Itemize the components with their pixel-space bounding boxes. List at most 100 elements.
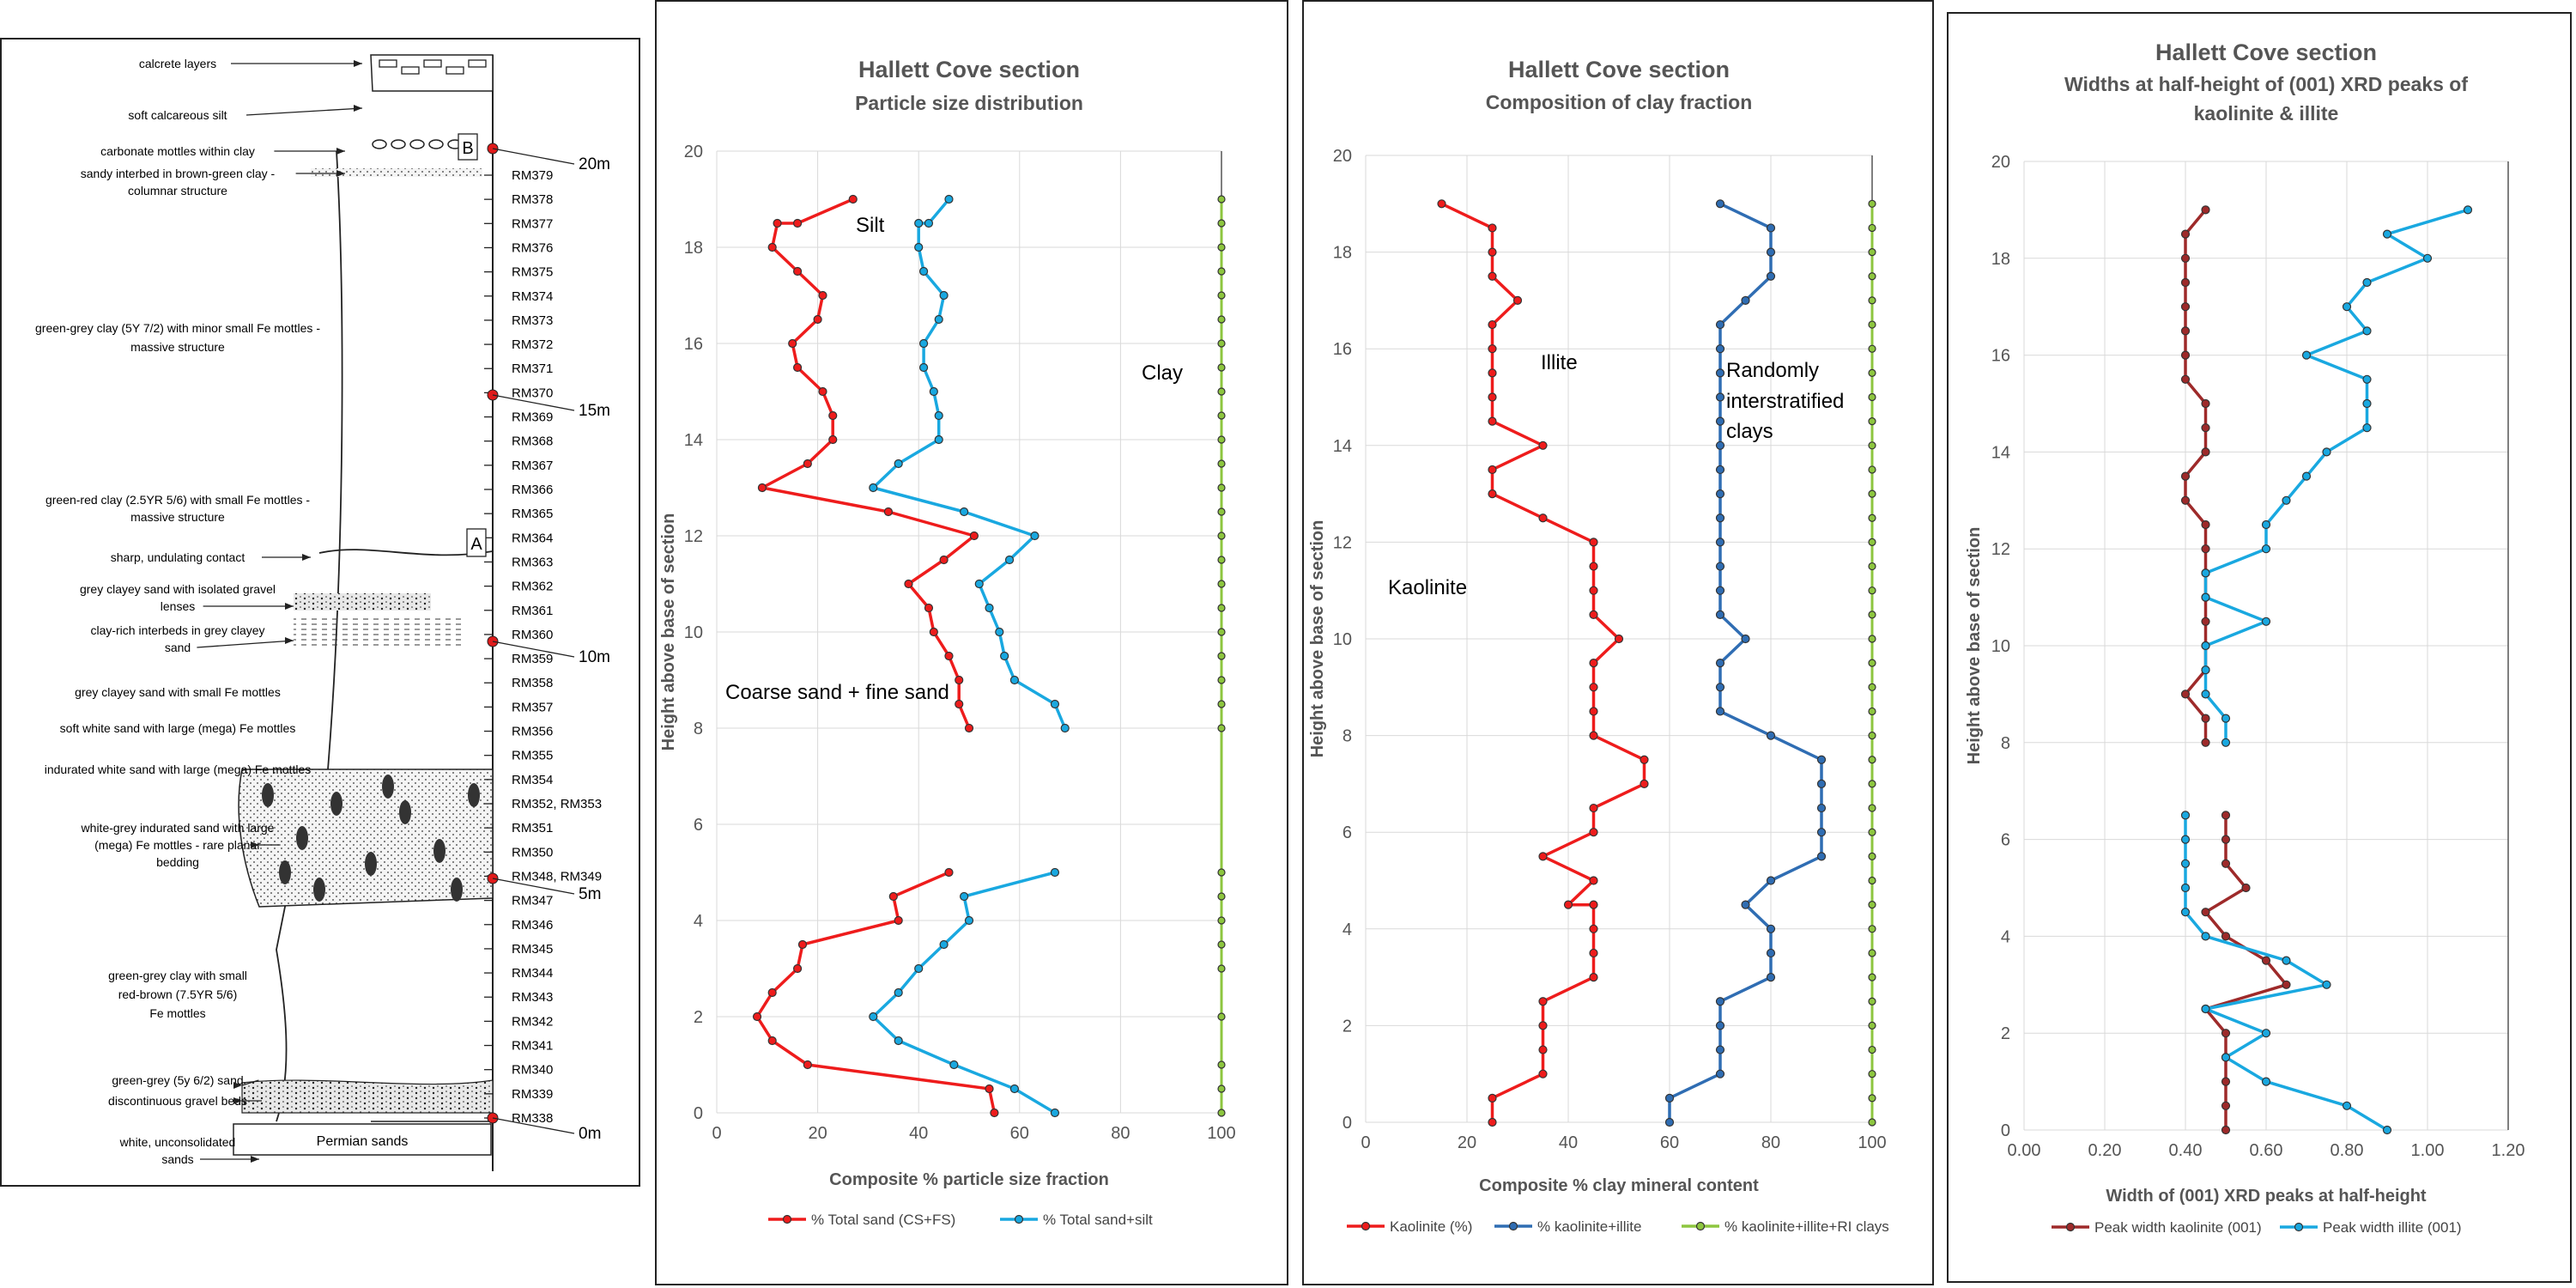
data-point (767, 1036, 777, 1046)
data-point (2180, 374, 2191, 384)
data-point (2180, 471, 2191, 481)
data-point (2201, 1004, 2210, 1014)
sample-label: RM347 (512, 894, 553, 908)
data-point (1715, 997, 1725, 1006)
data-point (1217, 604, 1226, 612)
data-point (2362, 423, 2372, 433)
arrow-head (336, 148, 345, 155)
sample-label: RM373 (512, 313, 553, 328)
fe-mottle (468, 783, 480, 807)
data-point (985, 603, 994, 613)
data-point (969, 531, 979, 541)
legend-label: Peak width kaolinite (001) (2094, 1219, 2262, 1236)
data-point (1868, 1045, 1876, 1054)
data-point (1868, 296, 1876, 305)
sample-label: RM370 (512, 386, 553, 400)
data-point (1741, 900, 1750, 909)
data-point (1766, 247, 1776, 257)
y-axis-label: Height above base of section (1308, 520, 1327, 758)
data-point (1217, 580, 1226, 588)
sample-label: RM348, RM349 (512, 869, 602, 884)
y-tick-label: 18 (1333, 244, 1352, 263)
x-tick-label: 40 (909, 1124, 928, 1143)
xrd-peak-width-chart: Hallett Cove section Widths at half-heigh… (1965, 39, 2524, 1236)
data-point (2342, 1101, 2352, 1110)
data-point (792, 218, 803, 228)
unit-a-box (466, 528, 487, 557)
data-point (1488, 465, 1497, 475)
data-point (1741, 634, 1750, 644)
log-annotation: sands (161, 1152, 193, 1166)
data-point (1217, 532, 1226, 540)
y-tick-label: 20 (1333, 147, 1352, 166)
data-point (883, 507, 894, 517)
data-point (1868, 465, 1876, 474)
data-point (1868, 804, 1876, 812)
data-point (813, 314, 822, 325)
arrow-head (233, 1082, 242, 1089)
depth-leader (492, 641, 575, 658)
unit-b-box (458, 133, 478, 161)
data-point (2201, 447, 2210, 457)
data-point (1217, 556, 1226, 564)
sample-label: RM346 (512, 918, 553, 933)
data-point (848, 194, 858, 204)
arrow-head (285, 637, 294, 644)
data-point (1640, 779, 1649, 789)
data-point (1766, 924, 1776, 933)
data-point (1488, 368, 1497, 378)
depth-leader (492, 1117, 575, 1134)
fe-mottle (330, 792, 342, 816)
arrow-head (302, 554, 311, 561)
data-point (1715, 513, 1725, 523)
data-point (1589, 948, 1598, 958)
y-tick-label: 4 (2001, 927, 2010, 946)
log-annotation: calcrete layers (139, 57, 216, 70)
sample-label: RM343 (512, 990, 553, 1005)
data-point (944, 867, 954, 878)
series-line (1440, 202, 1646, 1122)
chart-title: Hallett Cove section (1508, 57, 1730, 82)
calcrete-block (401, 66, 420, 75)
sample-label: RM338 (512, 1111, 553, 1126)
particle-size-panel: Hallett Cove section Particle size distri… (655, 0, 1288, 1285)
x-tick-label: 0 (1361, 1133, 1370, 1152)
log-annotation: green-red clay (2.5YR 5/6) with small Fe… (45, 493, 310, 507)
depth-label: 10m (579, 648, 610, 666)
data-point (924, 218, 934, 228)
data-point (1488, 344, 1497, 354)
data-point (1589, 586, 1598, 595)
data-point (1868, 659, 1876, 667)
data-point (1868, 1118, 1876, 1127)
unit-label: A (470, 535, 482, 554)
depth-leader (492, 878, 575, 895)
x-tick-label: 80 (1111, 1124, 1130, 1143)
data-point (1030, 531, 1039, 541)
y-tick-label: 8 (694, 720, 703, 738)
data-point (894, 1036, 903, 1046)
carbonate-mottle (428, 139, 444, 149)
data-point (914, 242, 924, 252)
data-point (2201, 932, 2210, 941)
data-point (1868, 973, 1876, 981)
sample-label: RM372 (512, 337, 553, 352)
sample-label: RM340 (512, 1063, 553, 1078)
data-point (1715, 1021, 1725, 1030)
data-point (1715, 199, 1725, 209)
series-line (755, 871, 997, 1114)
data-point (1589, 828, 1598, 837)
data-point (818, 386, 827, 397)
gravel-beds (241, 1079, 494, 1114)
data-point (1589, 659, 1598, 668)
data-point (1868, 731, 1876, 740)
sample-label: RM344 (512, 966, 553, 981)
data-point (1488, 1093, 1497, 1103)
y-tick-label: 12 (1333, 533, 1352, 552)
calcrete-block (468, 59, 487, 68)
data-point (1868, 272, 1876, 281)
calcrete-block (379, 59, 397, 68)
data-point (2201, 690, 2210, 699)
data-point (1589, 562, 1598, 571)
y-tick-label: 8 (1343, 727, 1352, 746)
data-point (2201, 714, 2210, 723)
